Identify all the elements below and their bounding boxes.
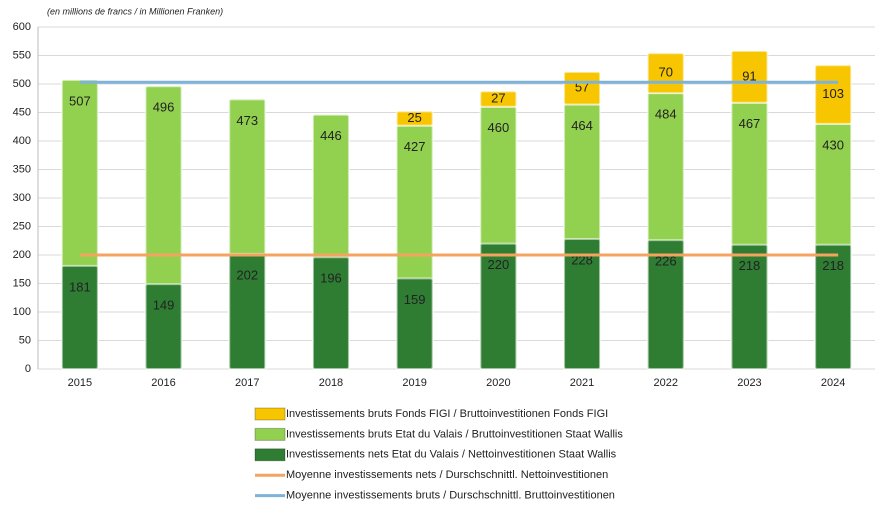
bar <box>730 49 769 104</box>
data-label: 226 <box>655 254 677 269</box>
data-label: 91 <box>742 68 756 83</box>
bar <box>814 243 853 371</box>
x-tick-label: 2018 <box>319 377 343 389</box>
y-tick-label: 150 <box>13 277 31 289</box>
y-tick-label: 400 <box>13 135 31 147</box>
data-label: 196 <box>320 271 342 286</box>
legend-label: Moyenne investissements bruts / Durschsc… <box>286 490 615 502</box>
data-label: 484 <box>655 107 677 122</box>
data-label: 460 <box>487 120 509 135</box>
data-label: 430 <box>822 137 844 152</box>
data-label: 464 <box>571 118 593 133</box>
data-label: 202 <box>236 267 258 282</box>
bar <box>479 90 518 108</box>
bar <box>479 242 518 371</box>
x-tick-label: 2016 <box>151 377 175 389</box>
y-tick-label: 550 <box>13 49 31 61</box>
legend-swatch <box>254 448 286 462</box>
x-tick-label: 2023 <box>737 377 761 389</box>
data-label: 218 <box>822 258 844 273</box>
y-tick-label: 0 <box>25 363 31 375</box>
data-label: 27 <box>491 91 505 106</box>
bar <box>730 243 769 371</box>
data-label: 496 <box>153 100 175 115</box>
x-tick-label: 2020 <box>486 377 510 389</box>
data-label: 220 <box>487 257 509 272</box>
y-tick-label: 500 <box>13 78 31 90</box>
legend-label: Investissements nets Etat du Valais / Ne… <box>286 449 617 461</box>
data-label: 149 <box>153 298 175 313</box>
data-label: 467 <box>739 116 761 131</box>
data-label: 507 <box>69 93 91 108</box>
chart-subtitle: (en millions de francs / in Millionen Fr… <box>47 6 223 16</box>
data-label: 218 <box>739 258 761 273</box>
data-label: 159 <box>404 292 426 307</box>
legend-swatch <box>254 427 286 441</box>
legend-label: Investissements bruts Etat du Valais / B… <box>286 428 623 440</box>
y-tick-label: 600 <box>13 21 31 33</box>
x-tick-label: 2021 <box>570 377 594 389</box>
data-label: 181 <box>69 279 91 294</box>
data-label: 446 <box>320 128 342 143</box>
legend-label: Moyenne investissements nets / Durschsch… <box>286 469 608 481</box>
x-tick-label: 2019 <box>402 377 426 389</box>
y-tick-label: 250 <box>13 220 31 232</box>
data-label: 427 <box>404 139 426 154</box>
y-tick-label: 100 <box>13 306 31 318</box>
legend-label: Investissements bruts Fonds FIGI / Brutt… <box>286 408 608 420</box>
bar <box>646 239 685 370</box>
bar <box>311 256 350 370</box>
x-tick-label: 2022 <box>654 377 678 389</box>
y-tick-label: 350 <box>13 163 31 175</box>
y-tick-label: 200 <box>13 249 31 261</box>
x-tick-label: 2024 <box>821 377 845 389</box>
legend-swatch <box>254 407 286 421</box>
x-tick-label: 2015 <box>68 377 92 389</box>
bar <box>395 277 434 370</box>
y-tick-label: 50 <box>19 334 31 346</box>
data-label: 103 <box>822 86 844 101</box>
bar <box>563 238 602 370</box>
data-label: 473 <box>236 113 258 128</box>
bar <box>563 71 602 106</box>
bar <box>60 264 99 370</box>
bar <box>395 110 434 127</box>
y-tick-label: 300 <box>13 192 31 204</box>
x-tick-label: 2017 <box>235 377 259 389</box>
bar <box>814 64 853 125</box>
data-label: 25 <box>407 110 421 125</box>
data-label: 70 <box>659 65 673 80</box>
bar <box>144 283 183 371</box>
y-tick-label: 450 <box>13 106 31 118</box>
